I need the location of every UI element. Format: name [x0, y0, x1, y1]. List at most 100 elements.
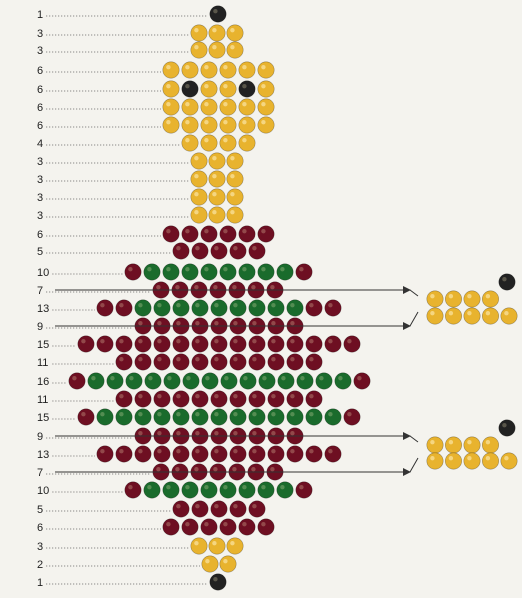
maroon-bead	[210, 242, 228, 260]
green-bead	[334, 372, 352, 390]
gold-bead	[481, 290, 499, 308]
row-count-label: 1	[37, 9, 43, 21]
row-count-label: 6	[37, 65, 43, 77]
green-bead	[162, 263, 180, 281]
green-bead	[144, 372, 162, 390]
gold-bead	[481, 307, 499, 325]
gold-bead	[208, 537, 226, 555]
green-bead	[153, 299, 171, 317]
maroon-bead	[115, 353, 133, 371]
maroon-bead	[210, 390, 228, 408]
row-count-label: 15	[37, 412, 49, 424]
maroon-bead	[191, 390, 209, 408]
black-bead	[498, 419, 516, 437]
gold-bead	[226, 537, 244, 555]
gold-bead	[200, 116, 218, 134]
row-count-label: 6	[37, 102, 43, 114]
gold-bead	[200, 134, 218, 152]
maroon-bead	[343, 335, 361, 353]
maroon-bead	[305, 445, 323, 463]
maroon-bead	[153, 353, 171, 371]
gold-bead	[162, 80, 180, 98]
gold-bead	[463, 307, 481, 325]
gold-bead	[226, 24, 244, 42]
green-bead	[229, 299, 247, 317]
green-bead	[257, 263, 275, 281]
gold-bead	[190, 188, 208, 206]
green-bead	[286, 299, 304, 317]
green-bead	[201, 372, 219, 390]
gold-bead	[426, 290, 444, 308]
maroon-bead	[77, 335, 95, 353]
maroon-bead	[191, 242, 209, 260]
maroon-bead	[172, 242, 190, 260]
maroon-bead	[172, 500, 190, 518]
maroon-bead	[191, 335, 209, 353]
row-count-label: 11	[37, 394, 48, 406]
maroon-bead	[248, 335, 266, 353]
maroon-bead	[124, 263, 142, 281]
gold-bead	[444, 436, 462, 454]
row-count-label: 10	[37, 485, 49, 497]
maroon-bead	[257, 225, 275, 243]
maroon-bead	[172, 335, 190, 353]
row-count-label: 1	[37, 577, 43, 589]
green-bead	[125, 372, 143, 390]
maroon-bead	[219, 225, 237, 243]
maroon-bead	[134, 445, 152, 463]
gold-bead	[162, 61, 180, 79]
green-bead	[267, 299, 285, 317]
green-bead	[238, 263, 256, 281]
green-bead	[238, 481, 256, 499]
maroon-bead	[305, 390, 323, 408]
maroon-bead	[248, 242, 266, 260]
gold-bead	[257, 116, 275, 134]
green-bead	[296, 372, 314, 390]
maroon-bead	[295, 481, 313, 499]
maroon-bead	[267, 353, 285, 371]
maroon-bead	[229, 242, 247, 260]
maroon-bead	[305, 353, 323, 371]
green-bead	[172, 408, 190, 426]
gold-bead	[238, 98, 256, 116]
gold-bead	[219, 98, 237, 116]
gold-bead	[500, 452, 518, 470]
row-count-label: 16	[37, 376, 49, 388]
maroon-bead	[248, 390, 266, 408]
maroon-bead	[286, 390, 304, 408]
maroon-bead	[181, 225, 199, 243]
green-bead	[143, 481, 161, 499]
green-bead	[87, 372, 105, 390]
maroon-bead	[219, 518, 237, 536]
leg-strand	[426, 273, 518, 325]
maroon-bead	[267, 335, 285, 353]
gold-bead	[463, 290, 481, 308]
maroon-bead	[96, 445, 114, 463]
maroon-bead	[162, 225, 180, 243]
leg-bracket	[409, 435, 419, 473]
gold-bead	[426, 436, 444, 454]
gold-bead	[190, 537, 208, 555]
maroon-bead	[248, 500, 266, 518]
gold-bead	[190, 206, 208, 224]
gold-bead	[208, 152, 226, 170]
gold-bead	[219, 116, 237, 134]
maroon-bead	[229, 390, 247, 408]
green-bead	[276, 263, 294, 281]
green-bead	[258, 372, 276, 390]
maroon-bead	[115, 299, 133, 317]
green-bead	[143, 263, 161, 281]
green-bead	[257, 481, 275, 499]
green-bead	[219, 481, 237, 499]
gold-bead	[226, 188, 244, 206]
maroon-bead	[77, 408, 95, 426]
gold-bead	[444, 452, 462, 470]
gold-bead	[190, 152, 208, 170]
gold-bead	[190, 24, 208, 42]
green-bead	[200, 263, 218, 281]
gold-bead	[181, 134, 199, 152]
row-count-label: 3	[37, 28, 43, 40]
maroon-bead	[324, 445, 342, 463]
row-count-label: 7	[37, 285, 43, 297]
gold-bead	[190, 41, 208, 59]
